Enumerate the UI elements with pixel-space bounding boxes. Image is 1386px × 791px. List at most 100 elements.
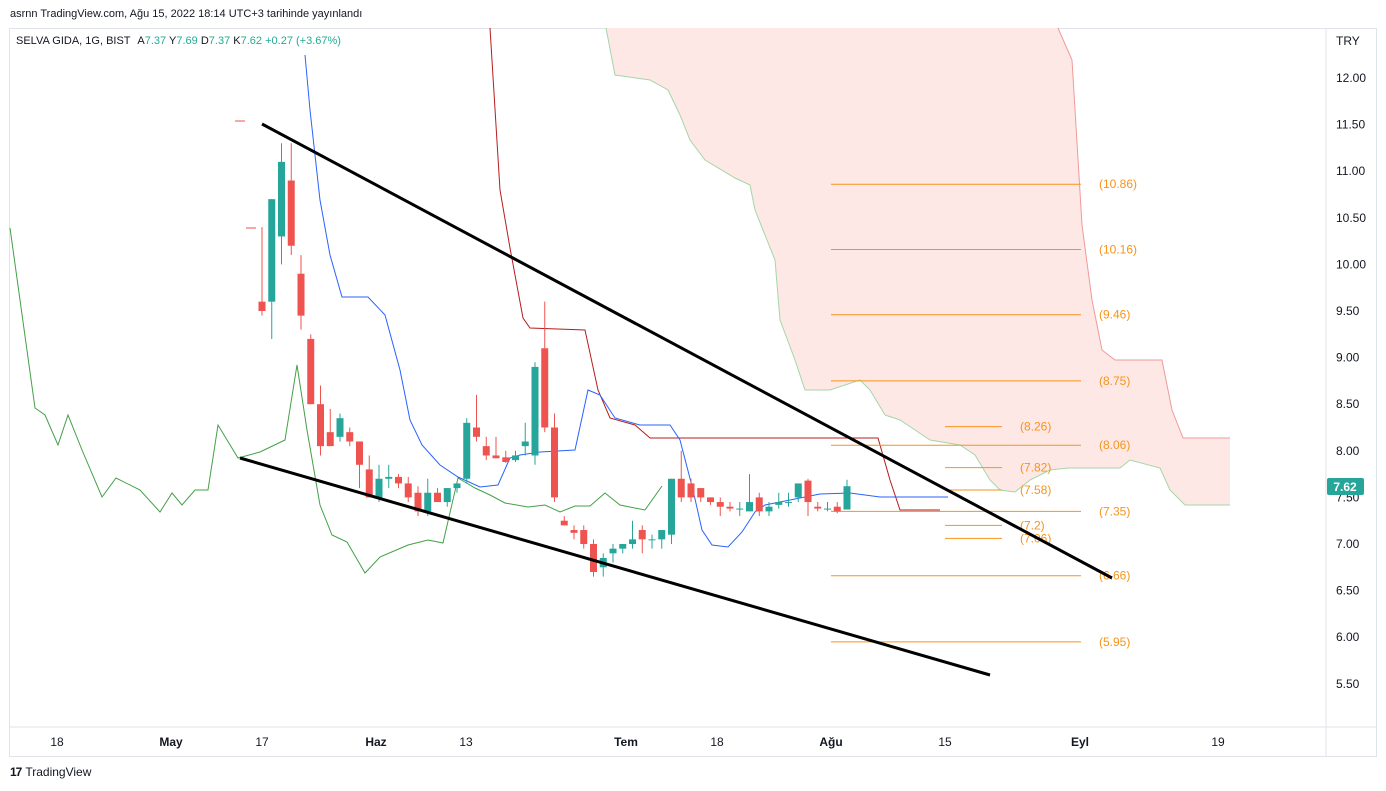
candle xyxy=(736,502,744,517)
last-price-label: 7.62 xyxy=(1333,480,1357,494)
candle-body xyxy=(297,273,305,316)
price-tick-label: 6.00 xyxy=(1336,630,1360,644)
candle-body xyxy=(473,427,480,437)
candle-body xyxy=(317,404,324,447)
candle-body xyxy=(736,508,744,510)
candle xyxy=(502,450,510,463)
price-axis[interactable]: 5.506.006.507.007.508.008.509.009.5010.0… xyxy=(1336,71,1366,691)
candle xyxy=(463,418,471,484)
candle xyxy=(580,525,588,549)
candle-body xyxy=(512,455,519,461)
candle xyxy=(307,334,315,405)
close-key: K xyxy=(233,35,241,47)
high-key: Y xyxy=(169,35,177,47)
candle-body xyxy=(346,432,354,442)
candle-body xyxy=(424,492,432,512)
candle xyxy=(726,502,734,512)
candle-body xyxy=(560,520,568,526)
price-tick-label: 6.50 xyxy=(1336,584,1360,598)
candle-body xyxy=(785,502,792,504)
candle xyxy=(814,502,822,512)
candle-body xyxy=(326,432,334,447)
close-value: 7.62 xyxy=(240,35,263,47)
time-tick-label: 15 xyxy=(938,735,952,749)
last-price-badge xyxy=(1327,478,1364,495)
candle-body xyxy=(551,427,558,498)
time-tick-label: 17 xyxy=(255,735,269,749)
candle-body xyxy=(404,483,412,498)
candle-body xyxy=(658,530,666,540)
low-value: 7.37 xyxy=(208,35,231,47)
candle-body xyxy=(765,506,773,512)
fib-level-label: (6.66) xyxy=(1099,569,1130,583)
candle xyxy=(258,227,266,316)
fib-level-label: (9.46) xyxy=(1099,308,1130,322)
candle xyxy=(843,479,851,510)
senkou-span-a-line xyxy=(605,27,1230,506)
candle xyxy=(356,441,363,489)
candle xyxy=(833,502,841,514)
price-tick-label: 7.00 xyxy=(1336,537,1360,551)
price-tick-label: 11.00 xyxy=(1336,164,1365,178)
footer-brand: TradingView xyxy=(25,765,92,779)
candle xyxy=(434,488,441,503)
candle-body xyxy=(268,199,276,302)
candle xyxy=(443,488,451,507)
price-tick-label: 11.50 xyxy=(1336,118,1365,132)
candle xyxy=(677,450,685,503)
candle xyxy=(707,497,714,505)
time-axis[interactable]: 18 May 17 Haz 13 Tem 18 Ağu 15 Eyl 19 xyxy=(50,735,1225,749)
candle-body xyxy=(746,502,753,512)
candle-body xyxy=(697,488,705,498)
candle-body xyxy=(804,480,812,503)
footer[interactable]: 17 TradingView xyxy=(10,765,91,779)
change-value: +0.27 (+3.67%) xyxy=(265,35,341,47)
candle xyxy=(716,497,724,517)
candle-body xyxy=(287,180,295,246)
low-key: D xyxy=(200,35,209,47)
candle xyxy=(531,362,539,465)
candle xyxy=(551,413,558,503)
candle-body xyxy=(833,506,841,512)
candle-body xyxy=(677,478,685,498)
fib-level-label: (10.86) xyxy=(1099,177,1137,191)
candle-body xyxy=(590,544,597,572)
candle xyxy=(404,476,412,503)
candle xyxy=(755,492,763,517)
candle xyxy=(775,492,783,509)
lagging-span-line xyxy=(9,227,663,574)
candle-body xyxy=(843,486,851,510)
candle-body xyxy=(638,530,646,540)
price-tick-label: 9.00 xyxy=(1336,351,1360,365)
candle xyxy=(794,483,802,503)
candle-body xyxy=(619,544,627,549)
fib-level-label: (8.26) xyxy=(1020,420,1051,434)
fib-level-label: (5.95) xyxy=(1099,635,1130,649)
time-tick-label: Eyl xyxy=(1071,735,1089,749)
open-value: 7.37 xyxy=(144,35,167,47)
fib-level-label: (8.06) xyxy=(1099,438,1130,452)
candle xyxy=(473,394,480,442)
candle-body xyxy=(668,478,675,535)
price-tick-label: 5.50 xyxy=(1336,677,1360,691)
price-tick-label: 8.00 xyxy=(1336,444,1360,458)
candle-body xyxy=(707,497,714,503)
candle-body xyxy=(609,548,617,554)
high-value: 7.69 xyxy=(176,35,198,47)
candle-body xyxy=(443,488,451,503)
time-tick-label: Ağu xyxy=(819,735,842,749)
candle xyxy=(824,502,831,512)
price-tick-label: 9.50 xyxy=(1336,304,1360,318)
lower-trendline[interactable] xyxy=(239,456,991,677)
candle-body xyxy=(794,483,802,498)
symbol-label[interactable]: SELVA GIDA, 1G, BIST xyxy=(16,35,131,47)
candle-body xyxy=(570,530,578,533)
candle xyxy=(785,492,792,507)
price-tick-label: 10.50 xyxy=(1336,211,1366,225)
candle xyxy=(521,422,529,456)
upper-trendline[interactable] xyxy=(261,122,1113,580)
candle xyxy=(268,199,276,339)
candle xyxy=(746,474,753,512)
price-tick-label: 8.50 xyxy=(1336,397,1360,411)
